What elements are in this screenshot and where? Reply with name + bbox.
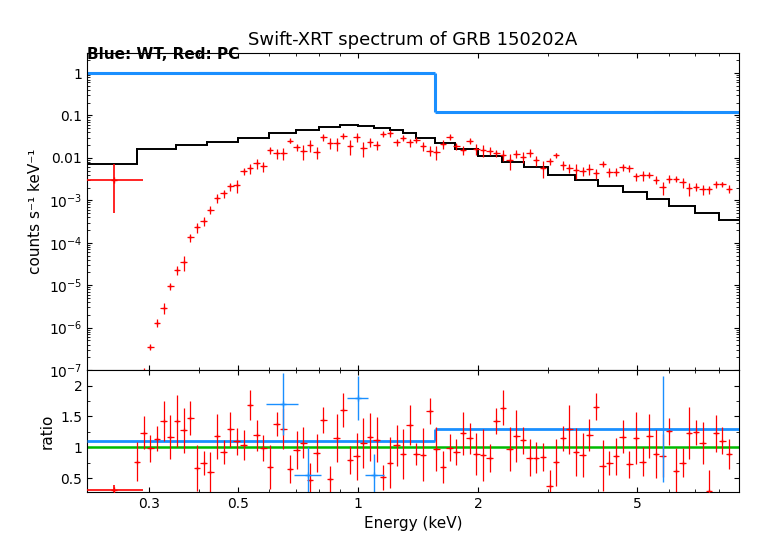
- Text: Swift-XRT spectrum of GRB 150202A: Swift-XRT spectrum of GRB 150202A: [249, 31, 578, 48]
- X-axis label: Energy (keV): Energy (keV): [364, 517, 462, 532]
- Y-axis label: counts s⁻¹ keV⁻¹: counts s⁻¹ keV⁻¹: [28, 149, 43, 274]
- Y-axis label: ratio: ratio: [39, 413, 55, 449]
- Text: Blue: WT, Red: PC: Blue: WT, Red: PC: [87, 47, 240, 62]
